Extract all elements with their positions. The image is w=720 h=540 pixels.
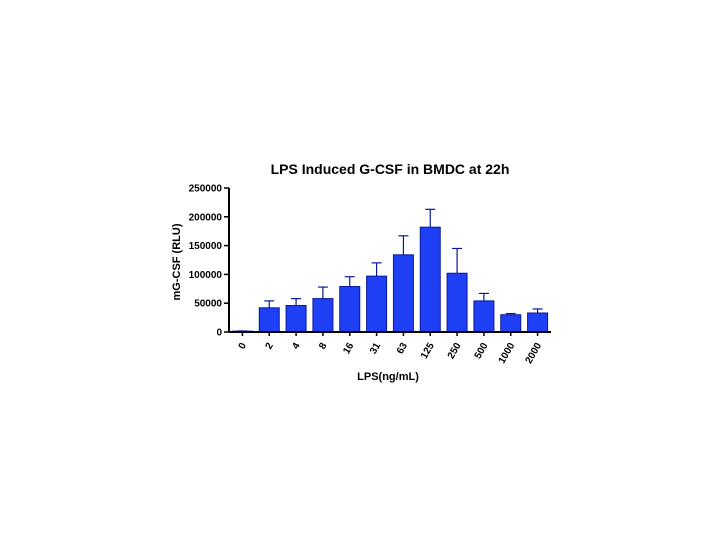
bar xyxy=(446,272,468,333)
y-tick-label: 200000 xyxy=(189,212,223,223)
bar xyxy=(366,275,388,333)
bar xyxy=(258,307,280,333)
x-tick-label: 4 xyxy=(290,341,303,352)
bar xyxy=(392,254,414,333)
bar xyxy=(473,300,495,333)
y-axis-label: mG-CSF (RLU) xyxy=(171,223,183,300)
x-tick-label: 63 xyxy=(395,341,410,357)
bar xyxy=(312,298,334,333)
x-axis-label: LPS(ng/mL) xyxy=(357,371,419,383)
bar xyxy=(339,286,361,333)
y-tick-label: 50000 xyxy=(194,299,222,310)
y-tick-label: 150000 xyxy=(189,241,223,252)
x-tick-label: 250 xyxy=(446,341,464,361)
x-tick-label: 2 xyxy=(264,341,277,352)
y-tick-label: 100000 xyxy=(189,270,223,281)
y-tick-label: 0 xyxy=(216,328,222,339)
chart-title: LPS Induced G-CSF in BMDC at 22h xyxy=(271,161,510,177)
x-tick-label: 1000 xyxy=(497,341,518,366)
x-tick-label: 16 xyxy=(341,341,356,357)
bar xyxy=(419,226,441,333)
x-tick-label: 31 xyxy=(368,341,383,357)
x-tick-label: 500 xyxy=(473,341,491,361)
y-tick-label: 250000 xyxy=(189,184,223,195)
x-tick-label: 0 xyxy=(237,341,250,352)
x-tick-label: 125 xyxy=(419,341,437,361)
x-tick-label: 2000 xyxy=(524,341,545,366)
x-tick-label: 8 xyxy=(317,341,330,352)
bar xyxy=(527,312,549,333)
plot-area: 0 50000 100000 150000 200000 250000 0 2 4 8 16 31 63… xyxy=(189,184,551,366)
bar xyxy=(285,305,307,333)
bar xyxy=(500,314,522,333)
